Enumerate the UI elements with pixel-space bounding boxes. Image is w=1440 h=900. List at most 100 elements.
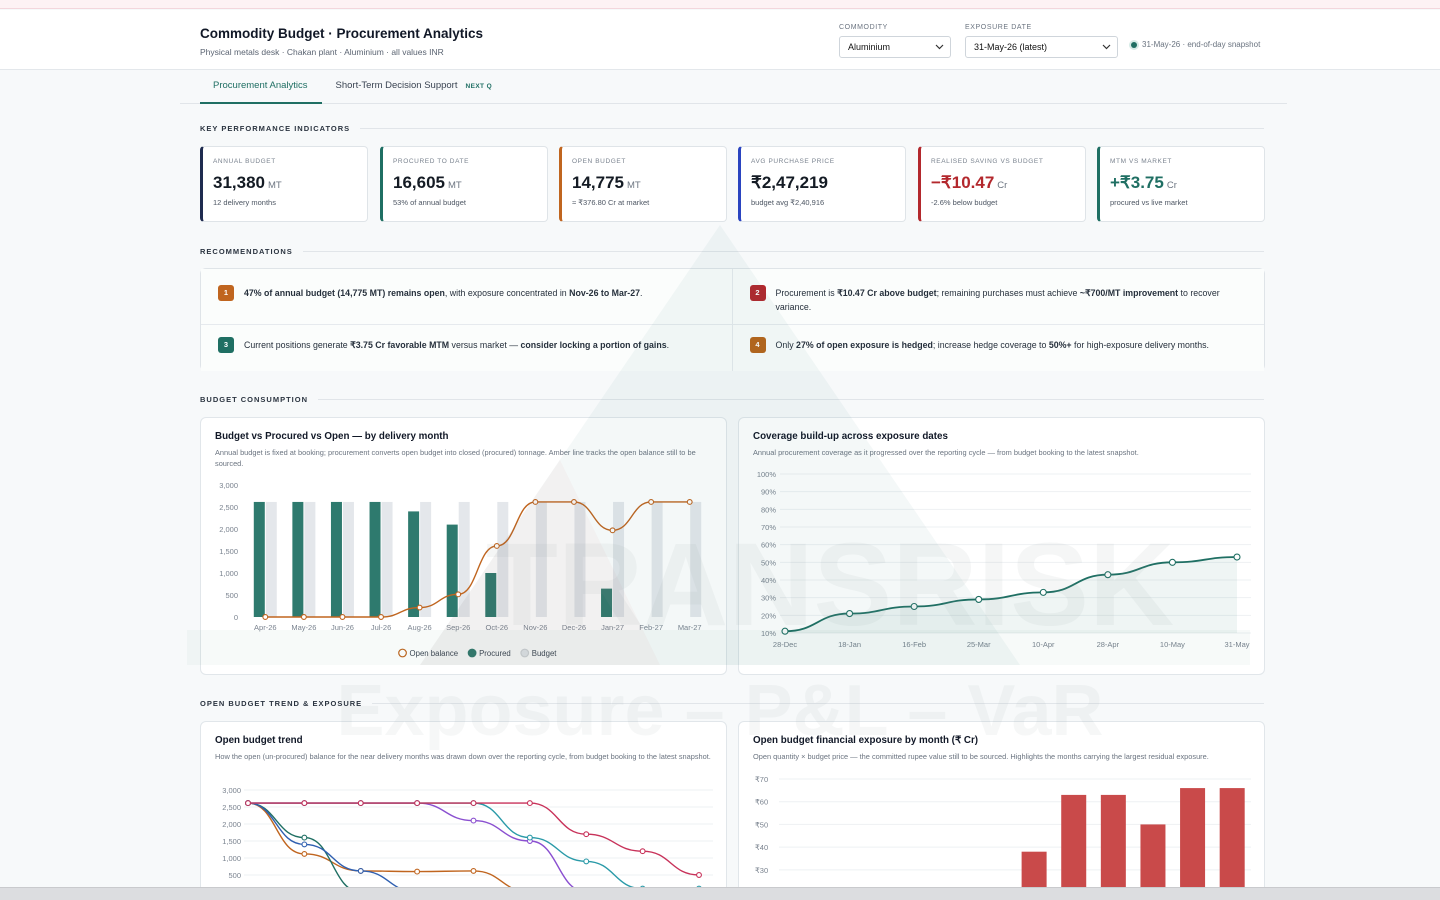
chart-subtitle: Annual procurement coverage as it progre… [753, 448, 1139, 457]
kpi-value: +₹3.75 [1110, 173, 1164, 192]
y-tick-label: 2,500 [222, 803, 241, 812]
kpi-note: 12 delivery months [213, 198, 276, 207]
x-tick-label: Nov-26 [523, 623, 547, 632]
point [609, 527, 616, 534]
rec-number: 3 [218, 337, 234, 353]
rec-text-part: versus market — [449, 340, 521, 350]
rec-text: Current positions generate ₹3.75 Cr favo… [244, 338, 669, 371]
rec-text-part: 50%+ [1048, 340, 1072, 350]
recommendation: 1 47% of annual budget (14,775 MT) remain… [201, 269, 733, 325]
bar [253, 501, 265, 617]
kpi-note: -2.6% below budget [931, 198, 998, 207]
tab[interactable]: Procurement Analytics [200, 70, 322, 104]
bar [330, 501, 342, 617]
bar [1100, 794, 1126, 900]
y-tick-label: 10% [761, 629, 776, 638]
bar [690, 501, 702, 617]
chart: ₹30 ₹40 ₹50 ₹60 ₹70 [755, 775, 1251, 900]
kpi-label: OPEN BUDGET [572, 158, 626, 165]
y-tick-label: ₹40 [755, 843, 768, 852]
point [414, 800, 421, 807]
chart-subtitle: How the open (un-procured) balance for t… [215, 752, 711, 761]
legend-marker [467, 648, 477, 658]
bar [485, 573, 497, 617]
chart-subtitle: Open quantity × budget price — the commi… [753, 752, 1209, 761]
point [357, 800, 364, 807]
commodity-select[interactable]: Aluminium [839, 36, 951, 58]
date-select[interactable]: 31-May-26 (latest) [965, 36, 1118, 58]
legend-item: Budget [520, 648, 557, 658]
point [301, 800, 308, 807]
y-tick-label: 80% [761, 505, 776, 514]
rec-text-part: Only [775, 340, 797, 350]
chart-card: 10% 20% 30% 40% 50% 60% 70% 80% 90% 100% 28-Dec 18-… [738, 417, 1265, 675]
legend-item: Procured [467, 648, 511, 658]
rec-text-part: ; increase hedge coverage to [932, 340, 1049, 350]
rec-text-part: ~₹700/MT improvement [1079, 288, 1179, 298]
point [571, 498, 577, 505]
line [247, 802, 418, 893]
x-tick-label: 25-Mar [967, 640, 991, 649]
chart-title: Open budget trend [215, 735, 303, 746]
chart: 10% 20% 30% 40% 50% 60% 70% 80% 90% 100% 28-Dec 18-… [757, 470, 1251, 649]
point [532, 498, 539, 505]
kpi-unit: MT [268, 180, 282, 191]
rec-number: 4 [749, 337, 766, 353]
header: Commodity Budget · Procurement Analytics… [0, 10, 1440, 70]
bar [1219, 788, 1245, 900]
y-tick-label: 40% [761, 576, 776, 585]
x-tick-label: 28-Apr [1097, 640, 1120, 649]
tab[interactable]: Short-Term Decision Support NEXT Q [322, 70, 507, 104]
page-title: Commodity Budget · Procurement Analytics [200, 26, 484, 41]
y-tick-label: 3,000 [222, 786, 241, 795]
kpi-card: AVG PURCHASE PRICE ₹2,47,219 budget avg ₹2… [738, 146, 906, 222]
x-tick-label: Jan-27 [601, 623, 624, 632]
section-text: BUDGET CONSUMPTION [200, 395, 308, 404]
rec-text: 47% of annual budget (14,775 MT) remains… [244, 286, 642, 324]
y-tick-label: 70% [761, 523, 776, 532]
kpi-unit: MT [627, 180, 641, 191]
tab-label: Procurement Analytics [213, 80, 308, 91]
bar [292, 501, 304, 617]
legend: Open balance Procured Budget [398, 648, 557, 658]
chevron [1102, 44, 1111, 50]
recommendation: 4 Only 27% of open exposure is hedged; in… [732, 325, 1264, 371]
bar [369, 501, 381, 617]
kpi-value-row: ₹2,47,219 [751, 173, 895, 193]
point [975, 595, 983, 603]
bar [408, 511, 420, 617]
x-tick-label: Jun-26 [331, 623, 354, 632]
point [301, 850, 308, 857]
point [378, 614, 384, 620]
section-text: RECOMMENDATIONS [200, 247, 293, 256]
line [248, 802, 587, 893]
bar [535, 501, 547, 617]
rec-text-part: ₹3.75 Cr favorable MTM [350, 340, 450, 350]
legend-item: Open balance [398, 648, 458, 658]
point [686, 498, 693, 505]
rec-text: Only 27% of open exposure is hedged; inc… [776, 338, 1209, 371]
kpi-value: −₹10.47 [931, 173, 995, 192]
chart: 500 1,000 1,500 2,000 2,500 3,000 [222, 786, 713, 895]
kpi-value-row: 14,775 MT [572, 173, 716, 193]
line-area [785, 557, 1237, 633]
point [357, 867, 364, 874]
point [470, 817, 477, 824]
kpi-value-row: −₹10.47 Cr [931, 173, 1075, 193]
point [583, 831, 590, 838]
point [416, 604, 423, 611]
y-tick-label: 2,000 [222, 820, 241, 829]
recommendation: 3 Current positions generate ₹3.75 Cr fav… [201, 325, 733, 371]
y-tick-label: 30% [761, 594, 776, 603]
point [696, 872, 702, 878]
legend-marker [398, 648, 407, 658]
status: 31-May-26 · end-of-day snapshot [1131, 40, 1260, 49]
kpi-note: procured vs live market [1110, 198, 1188, 207]
filter-label: EXPOSURE DATE [965, 24, 1032, 31]
point [493, 542, 500, 549]
rec-text-part: . [666, 340, 670, 350]
rec-text-part: Nov-26 to Mar-27 [569, 288, 641, 298]
point [583, 858, 590, 865]
y-tick-label: 500 [225, 591, 238, 600]
y-tick-label: ₹30 [755, 866, 768, 875]
